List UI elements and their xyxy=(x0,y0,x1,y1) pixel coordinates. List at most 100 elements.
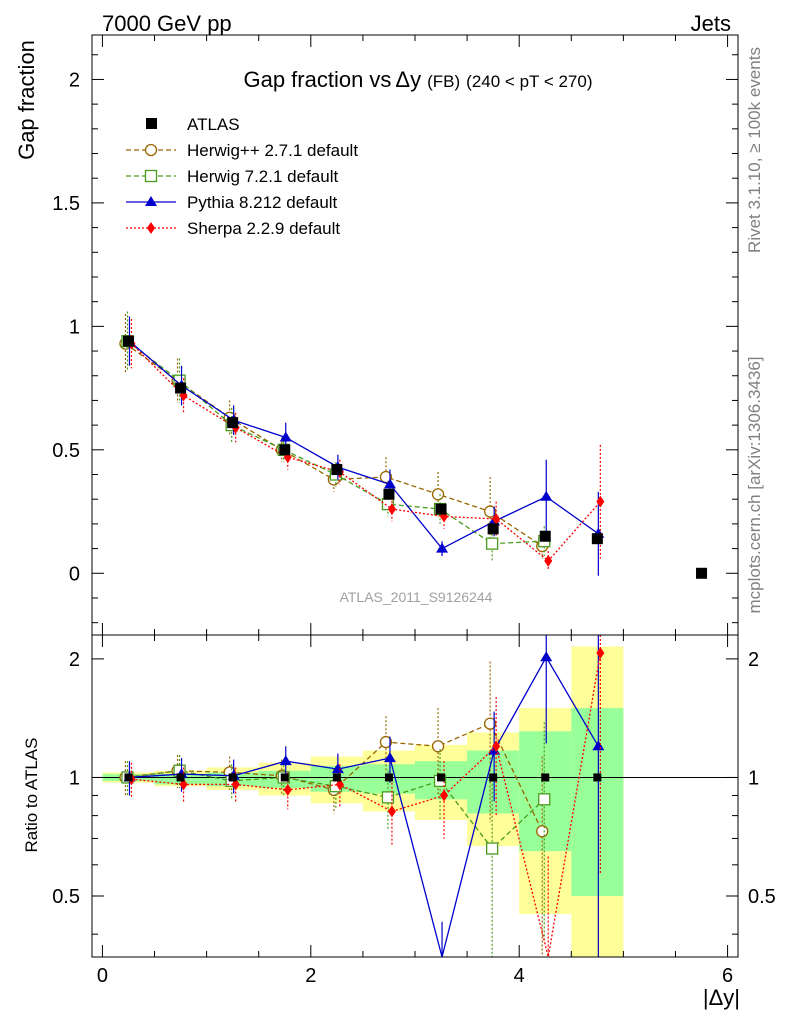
atlas-data-point xyxy=(696,567,708,579)
header-right-label: Jets xyxy=(691,11,731,36)
legend-entry-herwigpp: Herwig++ 2.7.1 default xyxy=(126,141,358,160)
header-left-label: 7000 GeV pp xyxy=(102,11,232,36)
top-series-line xyxy=(131,343,601,562)
atlas-data-point xyxy=(435,503,447,515)
top-series-point xyxy=(436,542,449,553)
ratio-series-point xyxy=(592,740,605,751)
atlas-data-point xyxy=(175,382,187,394)
atlas-ratio-point xyxy=(437,773,446,782)
atlas-ratio-point xyxy=(228,773,237,782)
title-var: Δy xyxy=(395,67,421,92)
atlas-ratio-point xyxy=(384,773,393,782)
axis-ticks xyxy=(92,35,738,957)
y-axis-label-top: Gap fraction xyxy=(14,40,39,160)
y-axis-label-bottom: Ratio to ATLAS xyxy=(22,738,41,853)
ratio-series-point xyxy=(538,793,551,806)
title-fb: (FB) xyxy=(427,72,460,91)
x-axis-label: |Δy| xyxy=(703,985,740,1010)
y-tick-label-1: 1 xyxy=(69,316,80,338)
atlas-ratio-point xyxy=(332,773,341,782)
top-series-point xyxy=(431,488,445,501)
top-series-point xyxy=(387,503,396,516)
ratio-series-point xyxy=(331,763,344,774)
inner-band-bin xyxy=(467,750,520,814)
legend-marker-herwig7 xyxy=(144,169,158,183)
ratio-tick-label-left-2: 2 xyxy=(69,649,80,671)
rivet-version-label: Rivet 3.1.10, ≥ 100k events xyxy=(745,47,764,253)
ratio-series-point xyxy=(431,740,445,753)
top-series-point xyxy=(383,478,396,489)
ratio-series-point xyxy=(387,805,396,818)
ratio-panel-series xyxy=(119,635,605,958)
legend-label-atlas: ATLAS xyxy=(187,115,240,134)
y-tick-label-1-5: 1.5 xyxy=(52,193,80,215)
ratio-series-point xyxy=(488,744,501,755)
ratio-series-point xyxy=(440,789,449,802)
title-main: Gap fraction vs xyxy=(243,67,391,92)
top-series-point xyxy=(279,431,292,442)
ratio-tick-label-right-2: 2 xyxy=(748,649,759,671)
ratio-tick-label-right-0-5: 0.5 xyxy=(748,886,776,908)
legend-entry-pythia: Pythia 8.212 default xyxy=(126,193,338,212)
x-tick-label-0: 0 xyxy=(97,965,108,987)
analysis-id-label: ATLAS_2011_S9126244 xyxy=(340,589,493,605)
axis-tick-labels: 0 2 4 6 0 0.5 1 1.5 2 0.5 1 2 0.5 1 2 xyxy=(52,69,776,987)
ratio-series-line xyxy=(129,655,599,958)
legend-label-herwig7: Herwig 7.2.1 default xyxy=(187,167,338,186)
ratio-tick-label-right-1: 1 xyxy=(748,767,759,789)
ratio-series-point xyxy=(536,825,549,838)
legend-label-herwigpp: Herwig++ 2.7.1 default xyxy=(187,141,358,160)
ratio-series-point xyxy=(596,647,605,660)
atlas-data-point xyxy=(487,523,499,535)
inner-band-bin xyxy=(571,708,624,896)
legend-entry-atlas: ATLAS xyxy=(146,115,240,134)
ratio-tick-label-left-1: 1 xyxy=(69,767,80,789)
top-series-point xyxy=(485,537,499,550)
y-tick-label-2: 2 xyxy=(69,69,80,91)
atlas-ratio-point xyxy=(280,773,289,782)
y-tick-label-0-5: 0.5 xyxy=(52,440,80,462)
atlas-data-point xyxy=(331,464,343,476)
atlas-ratio-point xyxy=(124,773,133,782)
top-series-line xyxy=(125,343,543,547)
legend-label-sherpa: Sherpa 2.2.9 default xyxy=(187,219,340,238)
atlas-data-point xyxy=(383,488,395,500)
legend-marker-atlas xyxy=(146,118,157,129)
title-range: (240 < pT < 270) xyxy=(466,72,592,91)
top-series-point xyxy=(596,495,605,508)
ratio-series-point xyxy=(540,651,553,662)
x-tick-label-4: 4 xyxy=(514,965,525,987)
atlas-ratio-point xyxy=(176,773,185,782)
legend-entry-sherpa: Sherpa 2.2.9 default xyxy=(126,219,340,238)
atlas-ratio-point xyxy=(489,773,498,782)
chart-title: Gap fraction vs Δy (FB) (240 < pT < 270) xyxy=(243,67,592,92)
ratio-series-point xyxy=(279,755,292,766)
atlas-data-point xyxy=(227,417,239,429)
ratio-series-point xyxy=(485,842,499,855)
legend: ATLAS Herwig++ 2.7.1 default Herwig 7.2.… xyxy=(126,115,358,238)
legend-marker-pythia xyxy=(145,196,157,206)
top-series-point xyxy=(544,554,553,567)
top-panel-series xyxy=(119,311,708,579)
ratio-series-point xyxy=(379,735,393,749)
atlas-data-point xyxy=(539,530,551,542)
ratio-series-point xyxy=(283,783,292,796)
atlas-data-point xyxy=(591,533,603,545)
x-tick-label-6: 6 xyxy=(722,965,733,987)
atlas-data-point xyxy=(279,444,291,456)
top-series-line xyxy=(127,340,545,545)
legend-marker-herwigpp xyxy=(144,143,158,157)
top-series-point xyxy=(540,490,553,501)
atlas-data-point xyxy=(122,335,134,347)
legend-label-pythia: Pythia 8.212 default xyxy=(187,193,338,212)
y-tick-label-0: 0 xyxy=(69,563,80,585)
ratio-series-point xyxy=(383,752,396,763)
atlas-ratio-point xyxy=(593,773,602,782)
legend-marker-sherpa xyxy=(147,222,155,234)
ratio-series-point xyxy=(492,740,501,753)
ratio-series-point xyxy=(381,791,395,804)
mcplots-label: mcplots.cern.ch [arXiv:1306.3436] xyxy=(745,356,764,613)
ratio-tick-label-left-0-5: 0.5 xyxy=(52,886,80,908)
ratio-series-point xyxy=(483,717,497,730)
